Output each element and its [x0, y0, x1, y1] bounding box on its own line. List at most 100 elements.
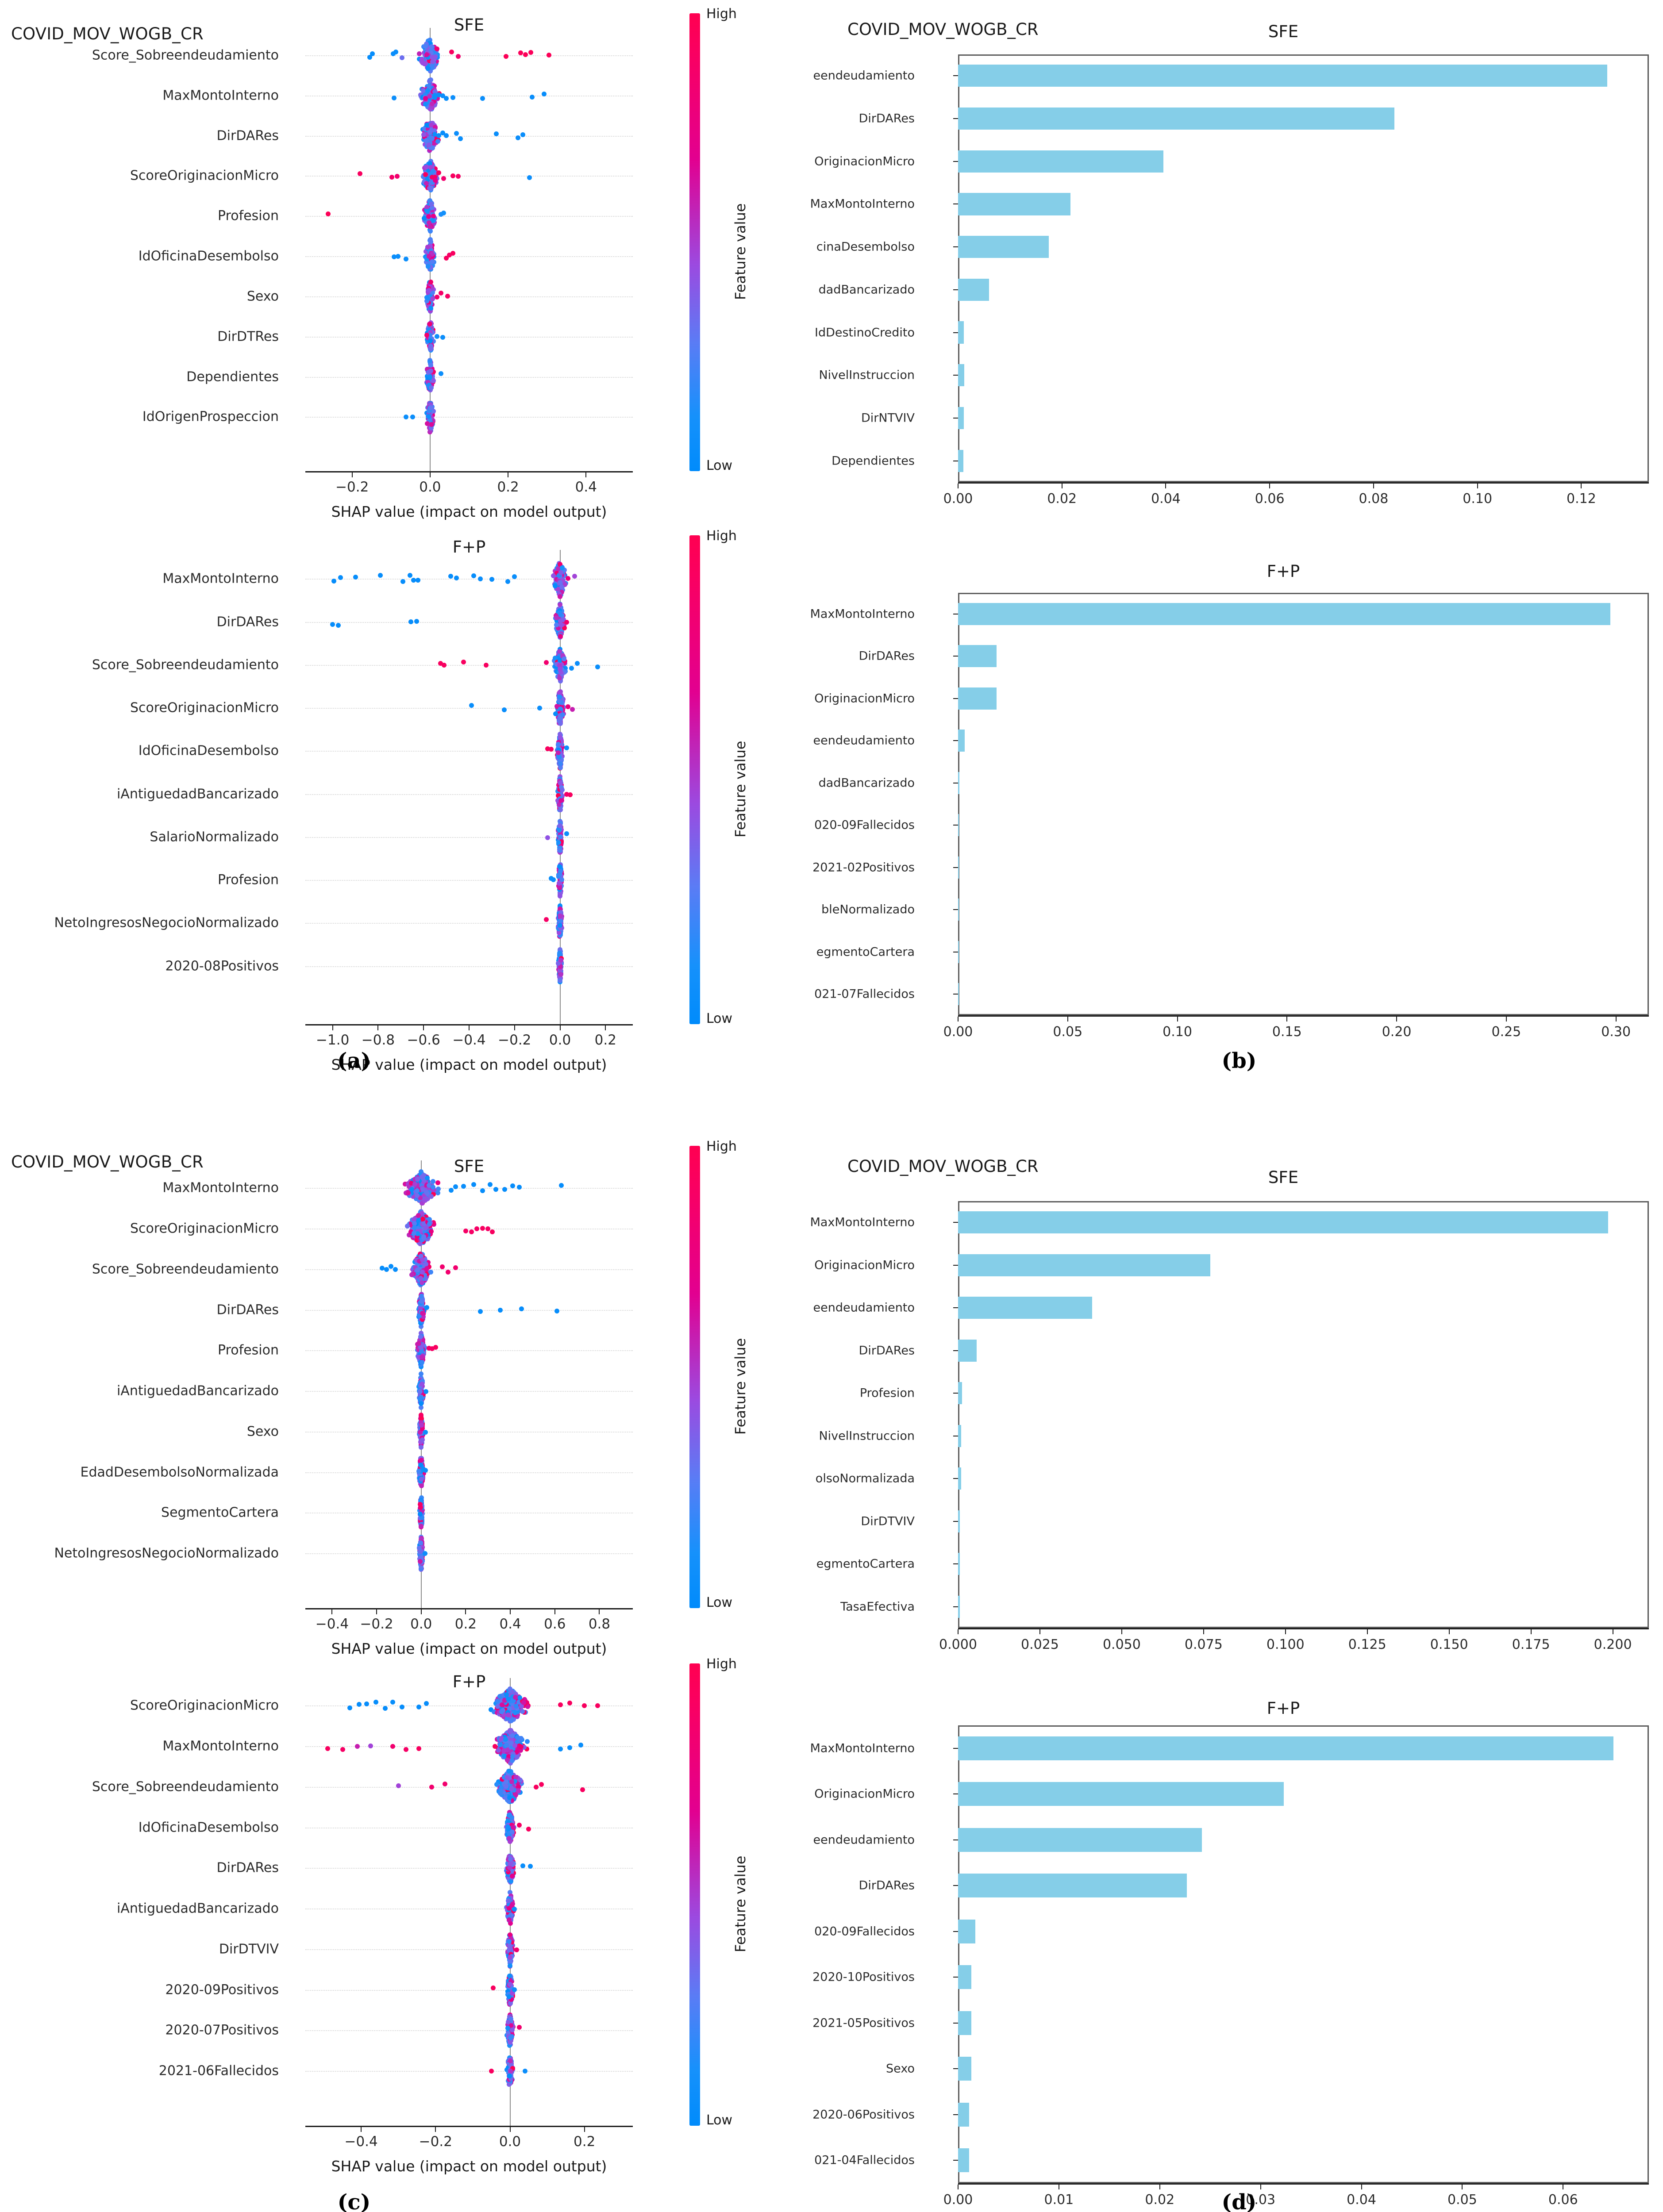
colorbar-low-label: Low	[706, 458, 733, 473]
shap-point	[429, 209, 434, 214]
shap-point	[558, 834, 563, 840]
colorbar-axis-label: Feature value	[732, 203, 749, 300]
x-tick-label: −0.6	[407, 1032, 440, 1048]
shap-point-outlier	[447, 253, 452, 258]
shap-point	[426, 142, 431, 147]
shap-point	[428, 68, 433, 73]
shap-point	[433, 178, 438, 183]
shap-point-outlier	[463, 1229, 468, 1234]
shap-point-outlier	[424, 1305, 429, 1310]
shap-point	[429, 422, 434, 427]
shap-point	[507, 1973, 512, 1978]
shap-point-outlier	[440, 93, 445, 98]
shap-point-outlier	[439, 211, 444, 217]
shap-point-outlier	[347, 1705, 353, 1710]
shap-point-outlier	[578, 1742, 583, 1747]
shap-point	[505, 1697, 511, 1702]
gridline-row	[305, 1989, 633, 1991]
shap-point	[424, 181, 429, 186]
feature-label: IdOficinaDesembolso	[138, 248, 279, 264]
panel-subtitle: F+P	[452, 538, 486, 557]
shap-point-outlier	[570, 707, 575, 712]
shap-point-outlier	[403, 1747, 408, 1752]
shap-point	[418, 1401, 423, 1406]
shap-point	[424, 131, 429, 137]
shap-point	[507, 1994, 512, 1999]
shap-point-outlier	[453, 1265, 458, 1270]
gridline-row	[305, 256, 633, 257]
feature-label: Dependientes	[186, 369, 279, 385]
shap-point-outlier	[519, 1306, 524, 1311]
shap-point-outlier	[504, 54, 509, 59]
panel-subtitle: SFE	[454, 15, 485, 35]
shap-point	[427, 338, 433, 344]
feature-label: iAntiguedadBancarizado	[116, 1383, 279, 1399]
shap-point-outlier	[461, 1184, 466, 1189]
x-tick-mark	[465, 1609, 466, 1614]
shap-point-outlier	[325, 211, 331, 217]
shap-point-outlier	[449, 1187, 454, 1193]
shap-point-outlier	[527, 175, 532, 180]
shap-point	[430, 146, 435, 151]
shap-point-outlier	[370, 51, 375, 57]
shap-point	[514, 1754, 520, 1759]
feature-label: SegmentoCartera	[161, 1505, 279, 1521]
colorbar-axis-label: Feature value	[732, 1338, 749, 1435]
x-tick-mark	[376, 1609, 377, 1614]
gridline-row	[305, 135, 633, 137]
shap-point	[559, 565, 565, 571]
x-tick-label: −0.4	[452, 1032, 486, 1048]
shap-point	[509, 1873, 515, 1878]
x-tick-label: −0.2	[360, 1616, 393, 1632]
gridline-row	[305, 1949, 633, 1950]
shap-point-outlier	[480, 1225, 485, 1231]
shap-point	[558, 957, 563, 963]
shap-point-outlier	[355, 1743, 360, 1749]
shap-point-outlier	[533, 1784, 539, 1790]
shap-point-outlier	[338, 575, 343, 580]
shap-point	[412, 1225, 417, 1230]
shap-point	[426, 1183, 431, 1188]
shap-point	[427, 247, 433, 253]
shap-point-outlier	[392, 254, 397, 259]
shap-point	[427, 94, 432, 99]
feature-label: ScoreOriginacionMicro	[130, 700, 279, 716]
shap-point	[423, 101, 428, 107]
shap-point	[428, 265, 434, 270]
x-tick-mark	[351, 472, 353, 477]
shap-point	[429, 385, 434, 391]
shap-point	[430, 218, 435, 223]
shap-point	[433, 89, 438, 94]
shap-point	[433, 54, 438, 60]
shap-point	[431, 207, 437, 212]
shap-point	[509, 1718, 514, 1724]
shap-point-outlier	[514, 1947, 520, 1953]
shap-point	[427, 130, 432, 135]
shap-point	[422, 127, 427, 132]
shap-point-outlier	[559, 1183, 564, 1188]
shap-point	[430, 180, 435, 185]
shap-point	[507, 1917, 512, 1922]
gridline-row	[305, 708, 633, 709]
shap-point	[430, 296, 435, 302]
shap-point	[420, 1269, 425, 1275]
shap-point-outlier	[368, 1743, 373, 1748]
shap-point-outlier	[469, 1229, 474, 1234]
shap-point	[429, 47, 434, 53]
shap-point	[498, 1790, 503, 1796]
colorbar-low-label: Low	[706, 1595, 733, 1610]
shap-point	[556, 755, 562, 760]
shap-point	[425, 244, 430, 250]
shap-point-outlier	[515, 135, 520, 140]
shap-point	[426, 55, 431, 60]
shap-point	[429, 1194, 434, 1199]
shap-point	[428, 279, 433, 284]
x-tick-label: 0.0	[419, 479, 441, 495]
shap-point-outlier	[429, 1784, 435, 1790]
shap-point	[429, 55, 435, 60]
shap-point-outlier	[432, 132, 437, 137]
shap-point-outlier	[478, 576, 483, 581]
shap-point	[420, 1257, 425, 1262]
shap-point-outlier	[441, 662, 447, 668]
shap-point-outlier	[440, 334, 445, 340]
